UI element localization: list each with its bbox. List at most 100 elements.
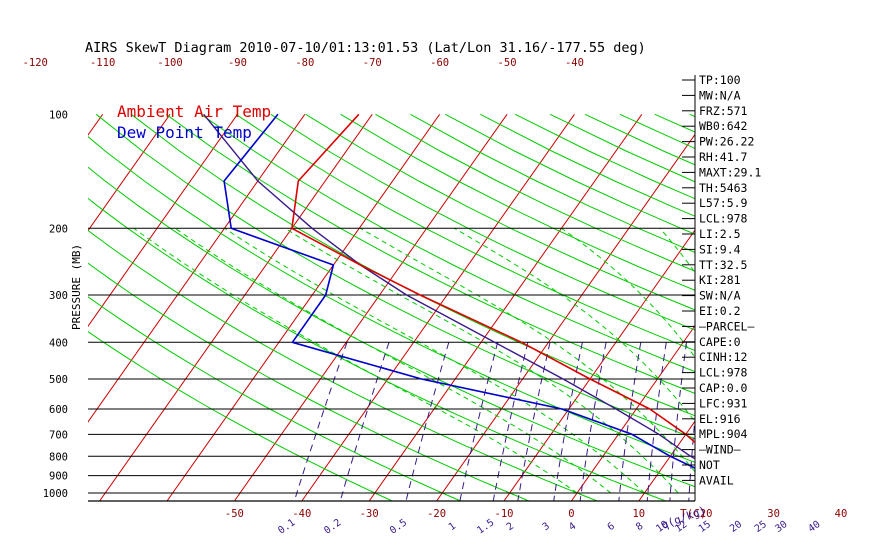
sounding-index-label: EL:916 bbox=[699, 412, 741, 426]
top-temperature-tick-label: -70 bbox=[363, 57, 382, 69]
isotherm-line bbox=[841, 114, 870, 501]
bottom-temperature-tick-label: -30 bbox=[360, 508, 379, 520]
sounding-index-label: TT:32.5 bbox=[699, 258, 747, 272]
isotherm-line bbox=[88, 113, 306, 423]
isotherm-line bbox=[301, 113, 575, 501]
pressure-tick-labels: 100 200 300 400 500 600 700 800 900 1000 bbox=[43, 109, 68, 500]
sounding-index-label: FRZ:571 bbox=[699, 104, 748, 118]
mixing-ratio-tick-label: 0.1 bbox=[276, 517, 297, 536]
pressure-tick-label: 300 bbox=[49, 290, 68, 302]
bottom-temperature-tick-label: -50 bbox=[225, 508, 244, 520]
top-temperature-tick-label: -120 bbox=[23, 57, 48, 69]
dry-adiabat-line bbox=[445, 113, 695, 235]
dry-adiabat-line bbox=[270, 113, 695, 331]
pressure-tick-label: 1000 bbox=[43, 488, 68, 500]
legend-ambient-air-temp: Ambient Air Temp bbox=[117, 102, 271, 121]
bottom-temperature-tick-label: -40 bbox=[292, 508, 311, 520]
mixing-ratio-line bbox=[646, 342, 667, 501]
bottom-temperature-tick-label: -10 bbox=[495, 508, 514, 520]
mixing-ratio-tick-label: 4 bbox=[567, 521, 578, 533]
pressure-tick-label: 200 bbox=[49, 223, 68, 235]
sounding-index-label: TH:5463 bbox=[699, 181, 748, 195]
top-temperature-tick-label: -50 bbox=[498, 57, 517, 69]
dry-adiabat-line bbox=[165, 113, 695, 394]
isotherm-line bbox=[88, 113, 238, 328]
bottom-temperature-tick-label: -20 bbox=[427, 508, 446, 520]
pressure-tick-label: 100 bbox=[49, 109, 68, 121]
dry-adiabat-line bbox=[305, 113, 695, 311]
mixing-ratio-line bbox=[459, 342, 499, 501]
isotherm-line bbox=[774, 114, 870, 501]
sounding-index-label: —WIND— bbox=[699, 443, 741, 457]
sounding-index-label: CAPE:0 bbox=[699, 335, 741, 349]
moist-adiabat-line bbox=[284, 227, 679, 494]
dry-adiabat-line bbox=[88, 136, 695, 463]
pressure-tick-label: 700 bbox=[49, 429, 68, 441]
isotherm-line bbox=[0, 114, 35, 501]
temperature-profile-line bbox=[291, 113, 695, 444]
isotherm-line bbox=[638, 420, 695, 501]
dry-adiabat-line bbox=[88, 229, 598, 501]
isobar-lines bbox=[88, 75, 696, 502]
pressure-tick-label: 600 bbox=[49, 404, 68, 416]
mixing-ratio-tick-label: 0.5 bbox=[388, 517, 409, 536]
sounding-index-label: MAXT:29.1 bbox=[699, 165, 761, 179]
mixing-ratio-line bbox=[492, 342, 529, 501]
mixing-ratio-tick-label: 30 bbox=[773, 519, 789, 535]
isotherm-line bbox=[233, 113, 508, 501]
moist-adiabat-line bbox=[174, 227, 612, 494]
mixing-ratio-tick-label: 1.5 bbox=[475, 517, 496, 536]
top-temperature-tick-label: -110 bbox=[90, 57, 115, 69]
dry-adiabat-line bbox=[200, 113, 695, 373]
bottom-temperature-tick-label: 0 bbox=[568, 508, 574, 520]
dry-adiabat-line bbox=[235, 113, 695, 352]
mixing-ratio-line bbox=[293, 342, 348, 501]
isotherm-line bbox=[88, 113, 171, 232]
mixing-ratio-line bbox=[339, 342, 390, 501]
pressure-tick-label: 900 bbox=[49, 471, 68, 483]
isotherm-lines bbox=[0, 113, 870, 501]
top-temperature-tick-label: -40 bbox=[565, 57, 584, 69]
dry-adiabat-line bbox=[795, 114, 870, 501]
dewpoint-profile-line bbox=[223, 113, 695, 470]
isotherm-line bbox=[166, 113, 441, 501]
bottom-temperature-tick-label: 40 bbox=[835, 508, 848, 520]
isotherm-line bbox=[368, 113, 643, 501]
moist-adiabat-line bbox=[561, 227, 695, 359]
isotherm-line bbox=[570, 324, 695, 501]
mixing-ratio-tick-labels: 0.1 0.2 0.5 1 1.5 2 3 4 6 8 10 12 15 20 25 30 40 bbox=[276, 517, 822, 536]
sounding-index-label: NOT bbox=[699, 458, 720, 472]
mixing-ratio-tick-label: 3 bbox=[541, 521, 552, 533]
mixing-ratio-line bbox=[789, 342, 793, 501]
chart-title: AIRS SkewT Diagram 2010-07-10/01:13:01.5… bbox=[85, 40, 646, 56]
sounding-index-label: CINH:12 bbox=[699, 350, 747, 364]
dry-adiabat-line bbox=[88, 197, 666, 501]
sounding-index-label: MW:N/A bbox=[699, 88, 741, 102]
bottom-temperature-tick-labels: -50 -40 -30 -20 -10 0 10 20 30 40 bbox=[225, 508, 847, 520]
moist-adiabat-lines bbox=[133, 227, 695, 494]
mixing-ratio-line bbox=[579, 342, 607, 501]
sounding-index-label: SI:9.4 bbox=[699, 242, 741, 256]
mixing-ratio-tick-label: 15 bbox=[697, 519, 713, 535]
mixing-ratio-line bbox=[618, 342, 642, 501]
mixing-ratio-line bbox=[768, 342, 774, 501]
mixing-ratio-line bbox=[820, 342, 822, 501]
mixing-ratio-tick-label: 25 bbox=[753, 519, 769, 535]
dry-adiabat-line bbox=[340, 113, 695, 291]
dry-adiabat-line bbox=[88, 166, 695, 488]
bottom-temperature-tick-label: 20 bbox=[700, 508, 713, 520]
isotherm-line bbox=[436, 133, 695, 501]
dry-adiabat-line bbox=[88, 331, 393, 501]
bottom-temperature-tick-label: 10 bbox=[632, 508, 645, 520]
sounding-profiles bbox=[203, 113, 695, 470]
sounding-index-label: CAP:0.0 bbox=[699, 381, 748, 395]
mixing-ratio-line bbox=[553, 342, 583, 501]
sounding-index-label: LI:2.5 bbox=[699, 227, 741, 241]
mixing-ratio-tick-label: 6 bbox=[606, 521, 617, 533]
dry-adiabat-line bbox=[95, 113, 695, 440]
isotherm-line bbox=[99, 113, 373, 501]
mixing-ratio-line bbox=[517, 342, 551, 501]
mixing-ratio-tick-label: 40 bbox=[806, 519, 822, 535]
